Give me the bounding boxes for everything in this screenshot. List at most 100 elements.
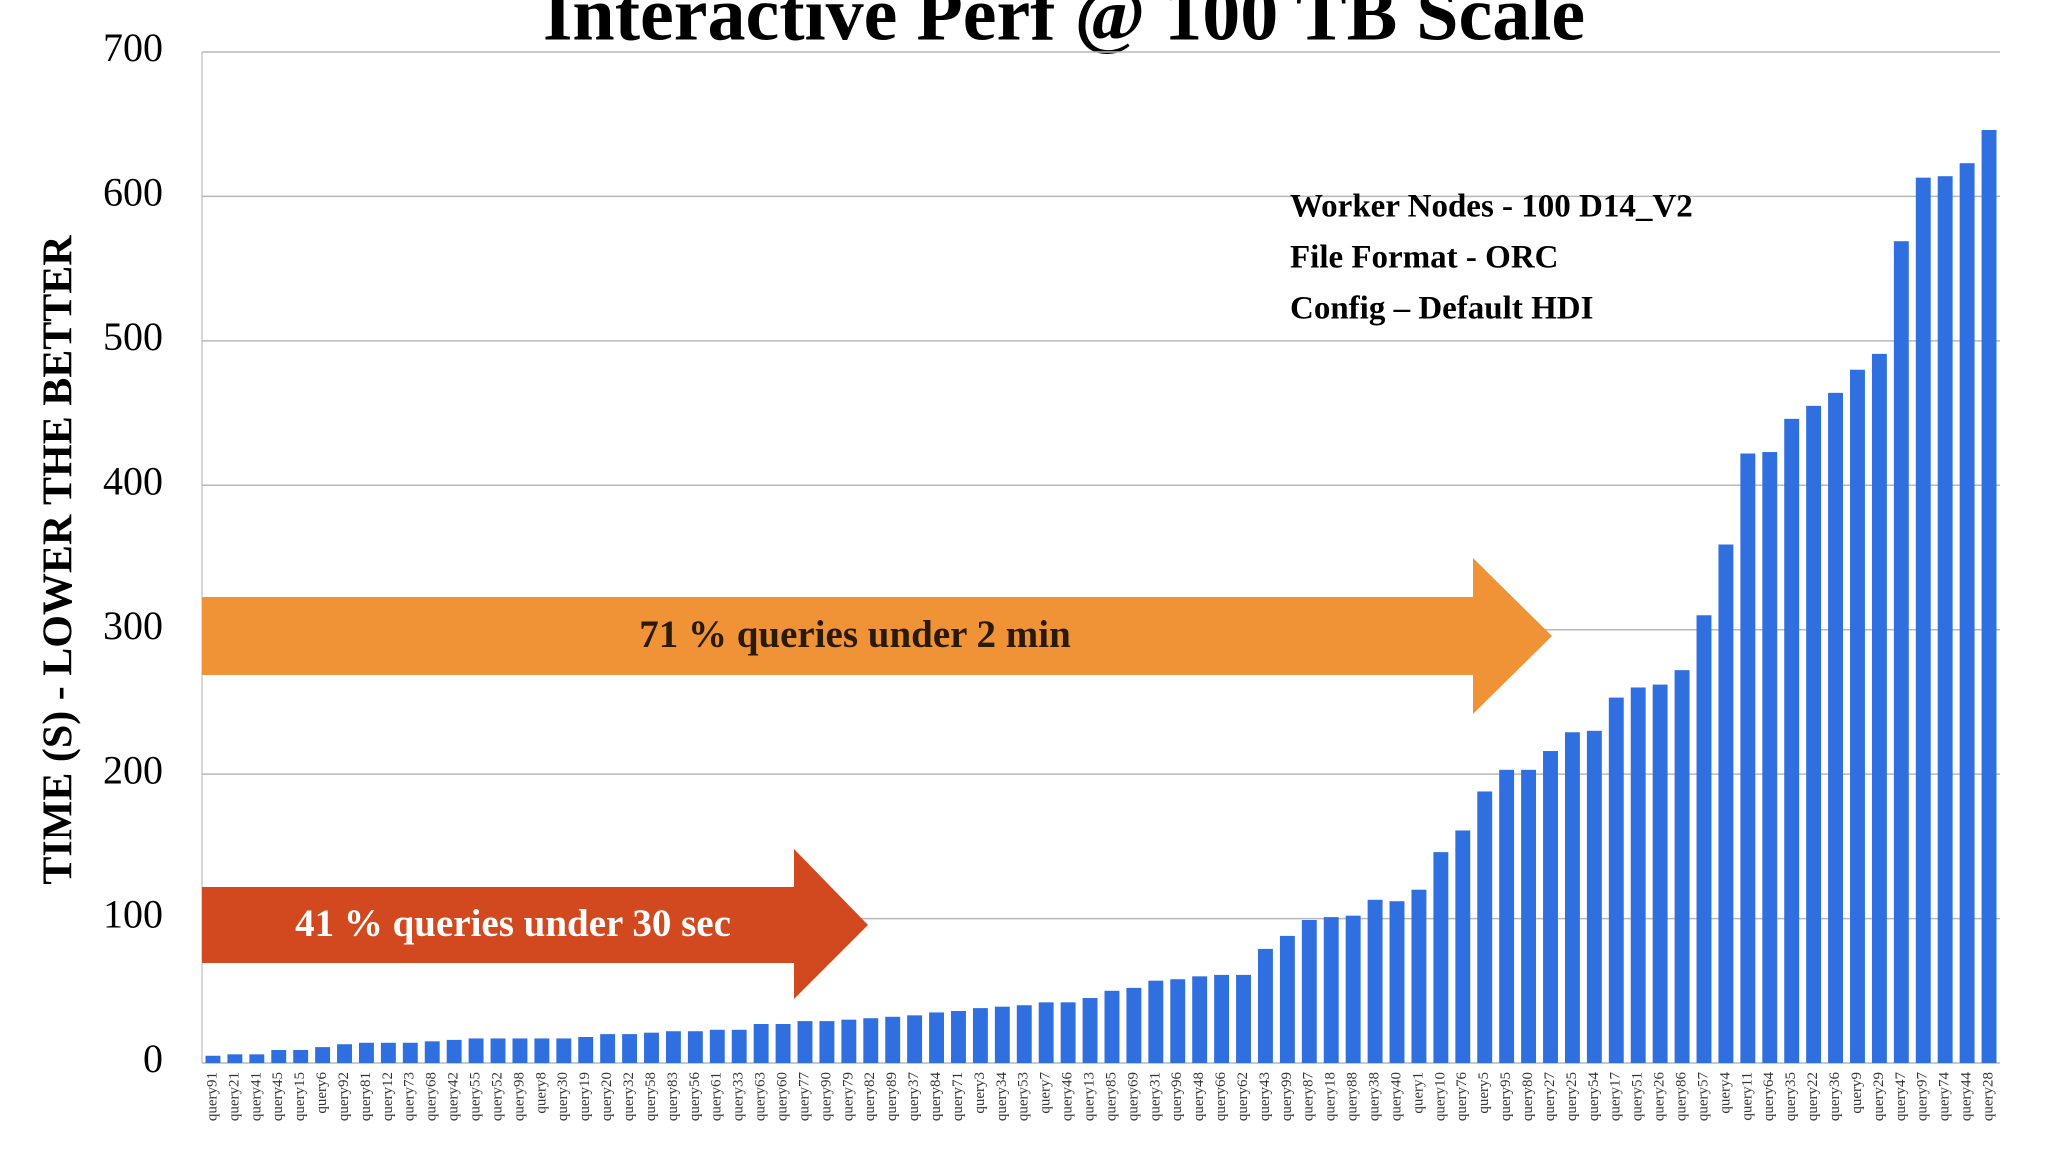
bar [1784,418,1800,1063]
bar [1806,405,1822,1064]
bar [1016,1005,1032,1063]
note: Config – Default HDI [1290,291,1593,327]
x-tick-label: query69 [1125,1072,1141,1121]
bar [1367,899,1383,1063]
bar [819,1021,835,1063]
bar [1389,901,1405,1063]
bar [1740,453,1756,1063]
x-tick-label: query45 [270,1072,286,1121]
x-tick-label: query91 [204,1072,220,1121]
x-tick-label: query95 [1498,1072,1514,1121]
bar [1214,974,1230,1063]
x-tick-label: query92 [336,1072,352,1121]
bar [534,1038,550,1063]
x-tick-label: query31 [1147,1072,1163,1121]
x-tick-label: query71 [950,1072,966,1121]
bar [1411,889,1427,1063]
bar [1499,769,1515,1063]
x-tick-label: query73 [402,1072,418,1121]
y-tick-label: 600 [103,170,163,215]
bar [1279,935,1295,1063]
y-tick-label: 300 [103,603,163,648]
bar [1915,177,1931,1064]
bar [1104,990,1120,1063]
bar [972,1008,988,1063]
bar [1477,791,1493,1063]
x-tick-label: query97 [1915,1072,1931,1122]
x-tick-label: query17 [1608,1072,1624,1122]
x-tick-label: query36 [1827,1072,1843,1122]
x-tick-label: query89 [884,1072,900,1121]
bar [622,1034,638,1063]
bar [512,1038,528,1063]
y-axis-label: TIME (S) - LOWER THE BETTER [36,235,82,885]
arrow [202,849,868,999]
bar [424,1041,440,1063]
bar [1828,392,1844,1063]
bar [1126,987,1142,1063]
bar [249,1054,265,1063]
bar [402,1042,418,1063]
x-tick-label: query76 [1454,1072,1470,1122]
bar [1082,998,1098,1063]
x-tick-label: query60 [774,1072,790,1121]
bar [1257,948,1273,1063]
bar [1521,769,1537,1063]
x-tick-label: query46 [1060,1072,1076,1122]
bar [1586,730,1602,1063]
bar [293,1050,309,1063]
x-tick-label: query40 [1388,1072,1404,1121]
x-tick-label: query41 [248,1072,264,1121]
x-tick-label: query15 [292,1072,308,1121]
x-tick-label: query52 [489,1072,505,1121]
bar [1433,852,1449,1063]
x-tick-label: query99 [1279,1072,1295,1121]
x-tick-label: query37 [906,1072,922,1122]
x-tick-label: query25 [1564,1072,1580,1121]
x-tick-label: query51 [1630,1072,1646,1121]
bar [929,1012,945,1063]
x-tick-label: query27 [1542,1072,1558,1122]
y-tick-label: 100 [103,892,163,937]
y-tick-label: 0 [143,1036,163,1081]
x-tick-label: query12 [380,1072,396,1121]
x-tick-label: query48 [1191,1072,1207,1121]
bar [1543,751,1558,1063]
x-tick-label: query30 [555,1072,571,1121]
bar [380,1042,396,1063]
x-tick-label: query18 [1323,1072,1339,1121]
bar [1148,980,1164,1063]
bar [337,1044,352,1063]
x-tick-label: query96 [1169,1072,1185,1122]
bar [1630,687,1646,1063]
bar [797,1021,813,1063]
bar [1871,353,1887,1063]
bar [468,1038,484,1063]
x-tick-label: query21 [226,1072,242,1121]
bar [665,1031,681,1063]
bar [1850,369,1865,1063]
x-tick-label: query3 [972,1072,988,1114]
x-tick-label: query44 [1959,1072,1975,1122]
bar [885,1016,901,1063]
y-tick-label: 200 [103,747,163,792]
x-tick-label: query47 [1893,1072,1909,1122]
x-tick-label: query33 [731,1072,747,1121]
x-tick-label: query79 [840,1072,856,1121]
bar [315,1047,331,1063]
bar [1455,830,1471,1063]
bar [578,1037,594,1063]
bar [1236,974,1251,1063]
x-tick-label: query54 [1586,1072,1602,1122]
x-tick-label: query8 [533,1072,549,1114]
bar [907,1015,923,1063]
note: Worker Nodes - 100 D14_V2 [1290,189,1693,225]
x-tick-label: query66 [1213,1072,1229,1122]
bar [1192,976,1208,1063]
bar [709,1029,725,1063]
bar [556,1038,572,1063]
x-tick-label: query63 [753,1072,769,1121]
x-tick-label: query86 [1673,1072,1689,1122]
x-tick-label: query38 [1367,1072,1383,1121]
